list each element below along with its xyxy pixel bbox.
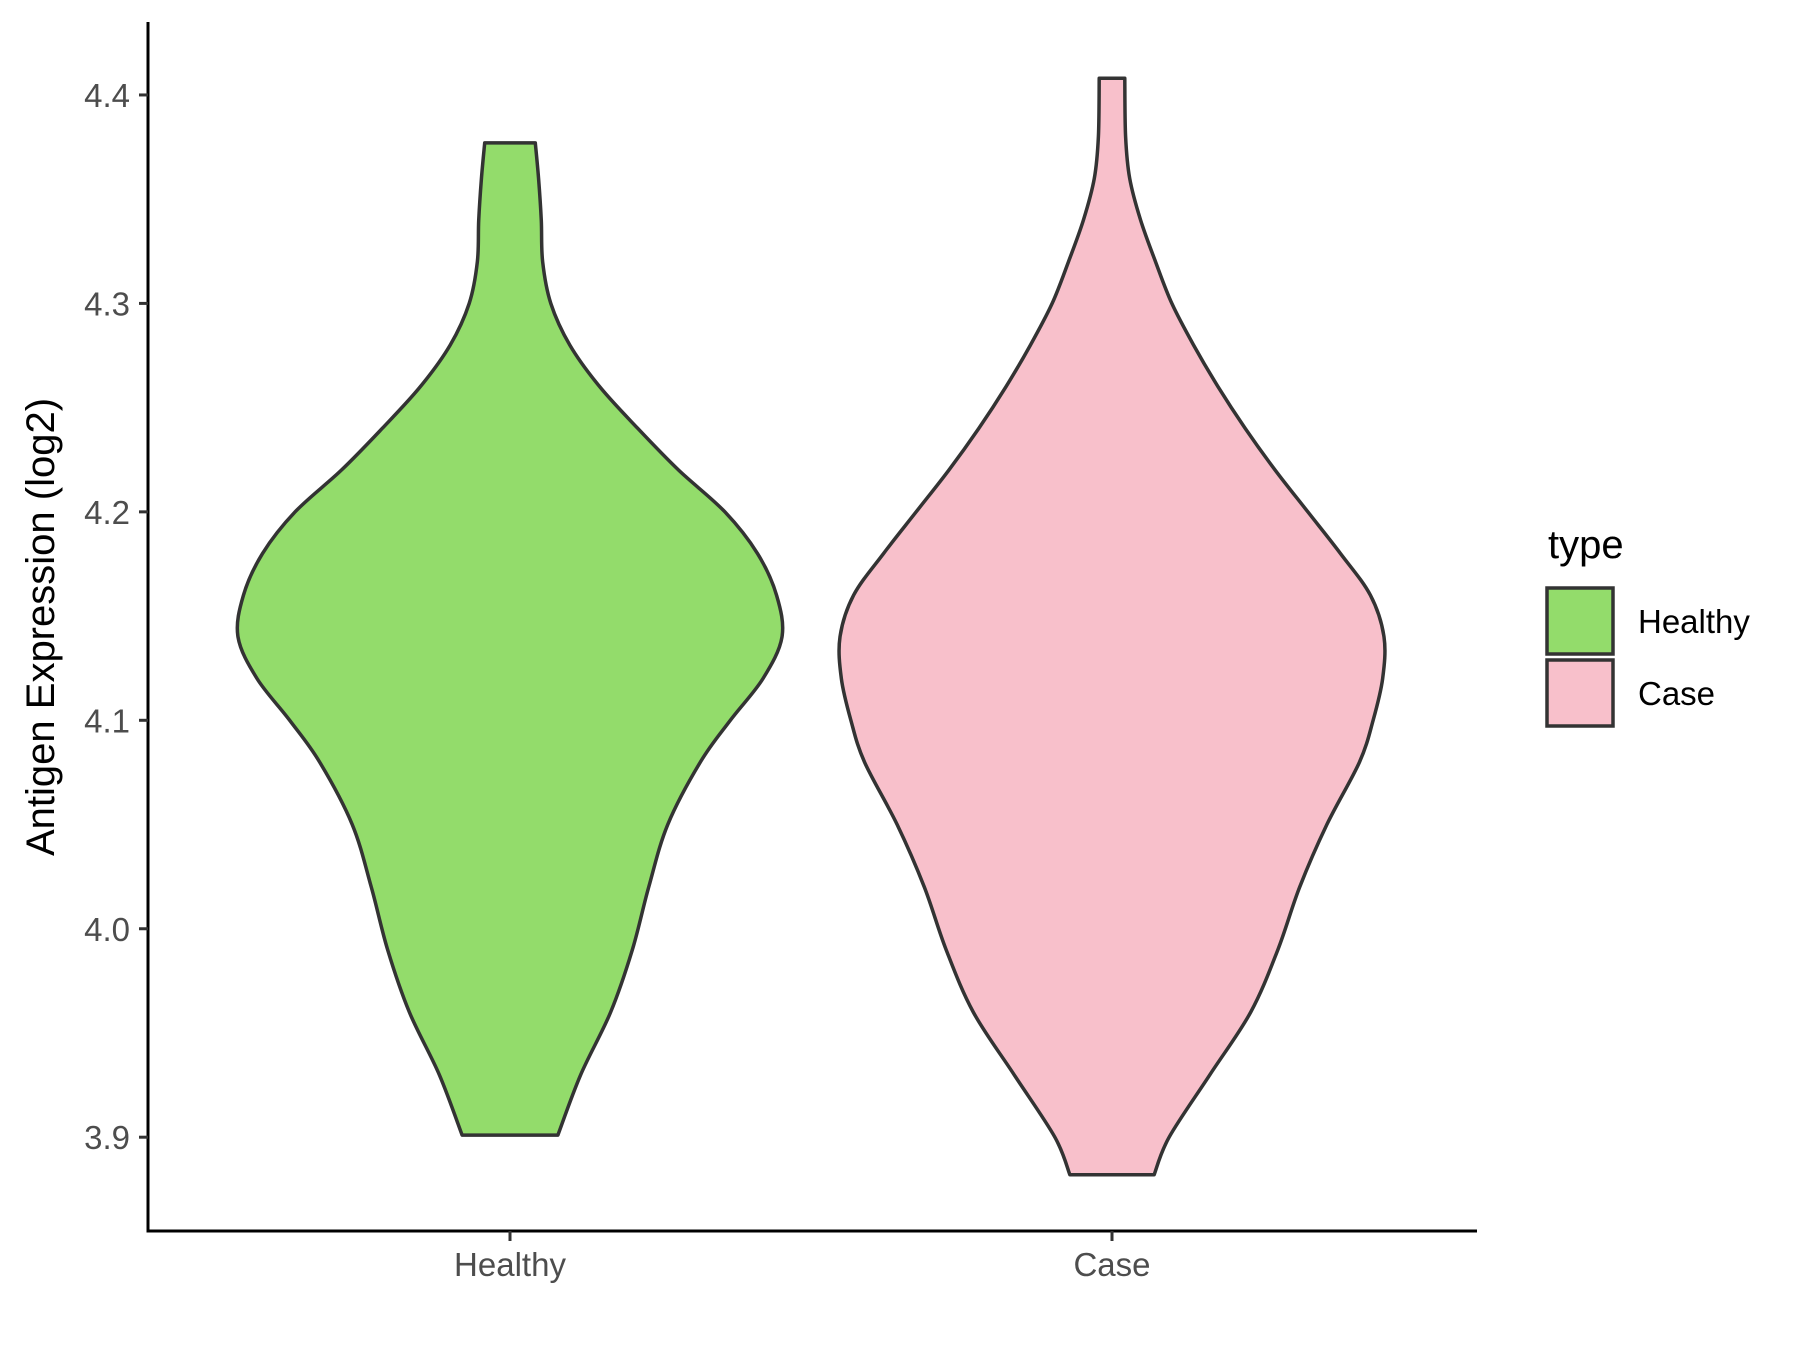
violin-case	[837, 76, 1387, 1177]
y-tick-label: 4.4	[84, 77, 130, 114]
y-tick-label: 3.9	[84, 1119, 130, 1156]
y-tick-label: 4.3	[84, 285, 130, 322]
legend: type Healthy Case	[1545, 523, 1750, 728]
axes	[146, 22, 1477, 1233]
y-axis-title: Antigen Expression (log2)	[19, 398, 63, 856]
legend-items: Healthy Case	[1545, 586, 1750, 728]
y-axis-ticks: 3.9 4.0 4.1 4.2 4.3 4.4	[84, 77, 148, 1156]
y-tick-label: 4.0	[84, 911, 130, 948]
x-tick-label-healthy: Healthy	[454, 1246, 566, 1283]
legend-label-case: Case	[1638, 675, 1715, 712]
legend-label-healthy: Healthy	[1638, 603, 1750, 640]
x-tick-label-case: Case	[1073, 1246, 1150, 1283]
legend-title: type	[1548, 523, 1624, 567]
x-axis-ticks: Healthy Case	[454, 1231, 1151, 1283]
y-tick-label: 4.1	[84, 702, 130, 739]
violin-healthy	[235, 141, 785, 1137]
legend-swatch-healthy	[1545, 586, 1615, 656]
y-tick-label: 4.2	[84, 494, 130, 531]
violin-layer	[235, 76, 1387, 1177]
legend-swatch-case	[1545, 658, 1615, 728]
